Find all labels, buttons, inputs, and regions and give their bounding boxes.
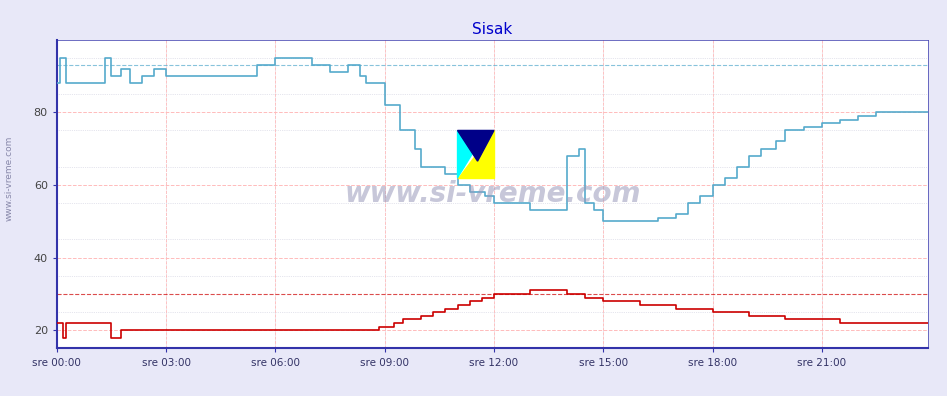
Polygon shape	[457, 130, 494, 178]
Title: Sisak: Sisak	[473, 22, 512, 37]
Text: www.si-vreme.com: www.si-vreme.com	[344, 180, 641, 208]
Text: www.si-vreme.com: www.si-vreme.com	[5, 135, 14, 221]
Polygon shape	[457, 130, 494, 161]
Polygon shape	[457, 130, 473, 178]
